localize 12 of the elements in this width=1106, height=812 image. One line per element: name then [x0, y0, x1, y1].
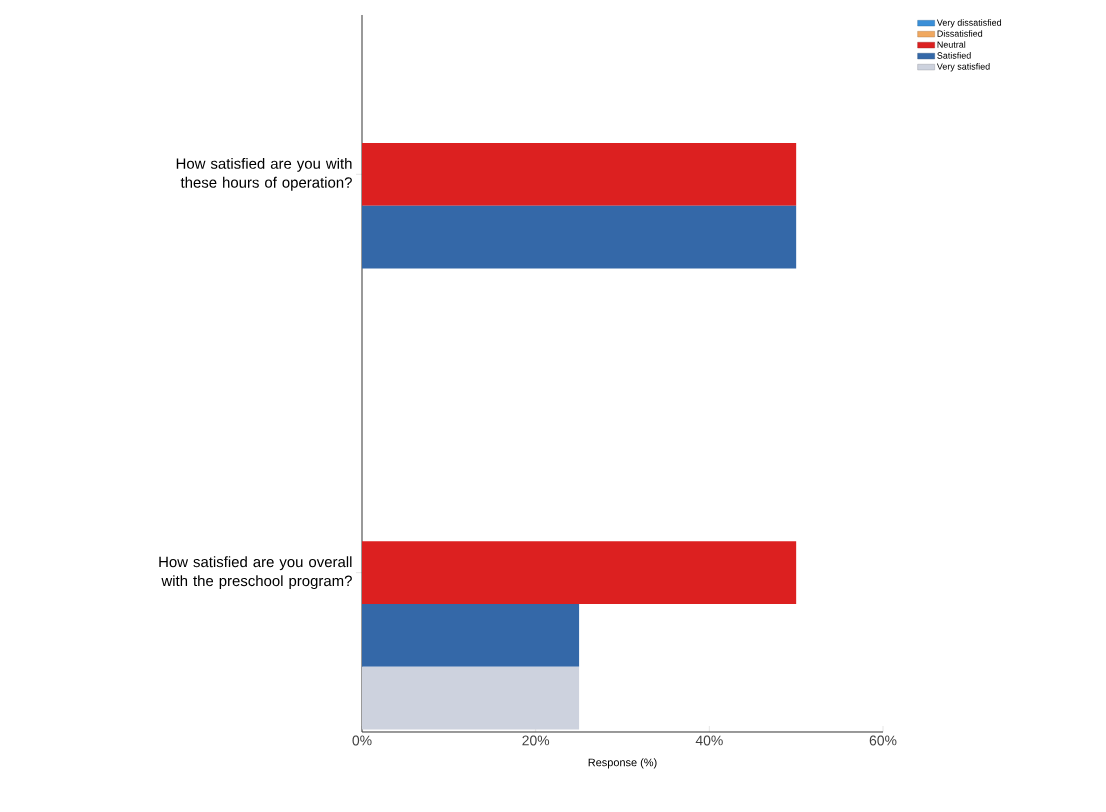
- legend-label: Very dissatisfied: [936, 19, 1002, 28]
- x-axis-title: Response (%): [588, 758, 657, 769]
- x-tick-label: 40%: [695, 735, 723, 746]
- y-tick-label: How satisfied are you overall with the preschool program?: [159, 556, 352, 590]
- x-tick-label: 20%: [522, 735, 550, 746]
- x-tick-label: 0%: [352, 735, 372, 746]
- x-tick-label: 60%: [869, 735, 897, 746]
- legend-label: Very satisfied: [936, 63, 990, 72]
- legend-label: Neutral: [937, 41, 966, 48]
- legend-label: Dissatisfied: [937, 30, 983, 37]
- y-tick-label: How satisfied are you with these hours of operation?: [176, 157, 352, 191]
- legend-label: Satisfied: [937, 52, 971, 59]
